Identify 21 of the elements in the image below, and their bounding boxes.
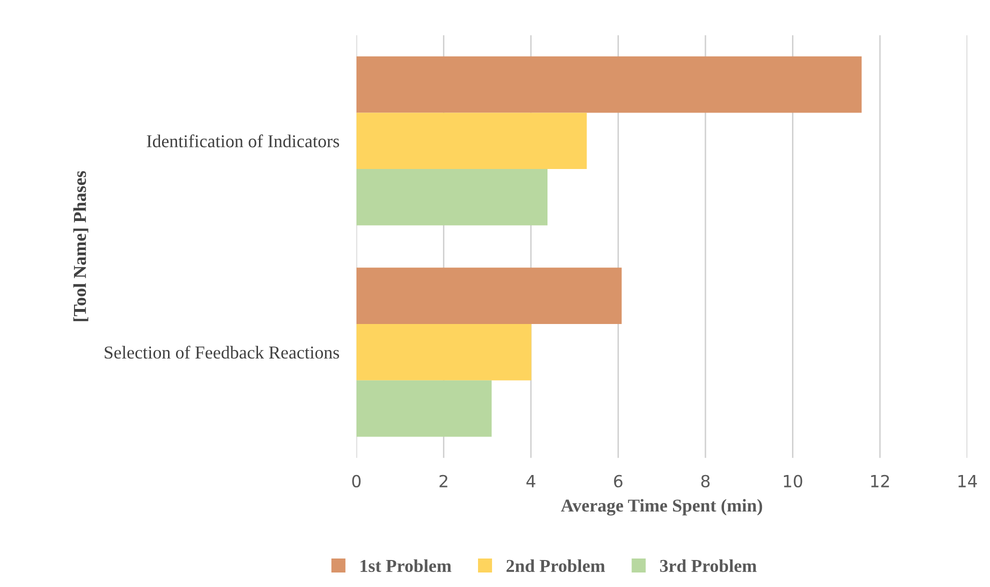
y-tick-label: Identification of Indicators bbox=[146, 134, 340, 148]
bar bbox=[356, 380, 492, 437]
x-tick-label: 10 bbox=[784, 474, 802, 488]
bar bbox=[356, 112, 587, 170]
x-axis-title: Average Time Spent (min) bbox=[560, 498, 762, 516]
bar bbox=[356, 268, 622, 324]
x-tick-label: 12 bbox=[871, 474, 889, 488]
x-tick-label: 8 bbox=[701, 474, 710, 488]
y-axis-title: [Tool Name] Phases bbox=[73, 171, 88, 322]
x-tick-label: 0 bbox=[352, 474, 361, 488]
bar bbox=[356, 169, 548, 226]
bar bbox=[356, 56, 862, 113]
legend-label: 1st Problem bbox=[360, 559, 452, 572]
x-tick-label: 6 bbox=[614, 474, 622, 488]
legend-label: 3rd Problem bbox=[660, 559, 757, 572]
x-tick-label: 4 bbox=[526, 475, 536, 488]
x-tick-label: 2 bbox=[440, 474, 448, 488]
bar bbox=[356, 324, 532, 380]
x-tick-label: 14 bbox=[958, 475, 977, 488]
y-tick-label: Selection of Feedback Reactions bbox=[104, 346, 340, 359]
legend-label: 2nd Problem bbox=[506, 559, 605, 572]
